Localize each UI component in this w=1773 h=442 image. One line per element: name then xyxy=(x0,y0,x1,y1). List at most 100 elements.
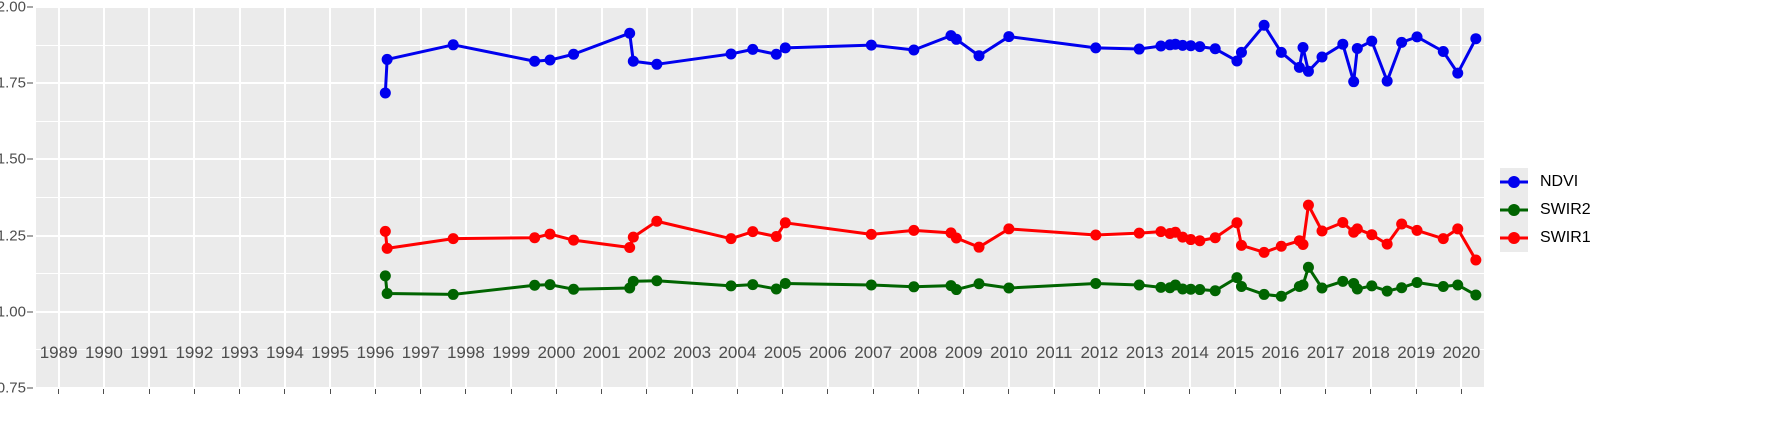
gridline-minor-vertical xyxy=(827,7,829,388)
data-point xyxy=(1411,277,1423,289)
y-tick-mark xyxy=(27,235,33,237)
data-point xyxy=(1133,43,1145,55)
data-point xyxy=(1316,51,1328,63)
y-axis: 0.75 1.00 1.25 1.50 1.75 2.00 xyxy=(0,0,36,442)
gridline-minor-vertical xyxy=(601,7,603,388)
gridline-minor-vertical xyxy=(646,7,648,388)
legend-label: SWIR1 xyxy=(1540,229,1591,246)
legend-item-ndvi[interactable]: NDVI xyxy=(1500,168,1578,196)
y-tick-mark xyxy=(27,6,33,8)
gridline-minor-vertical xyxy=(963,7,965,388)
legend: NDVI SWIR2 SWIR1 xyxy=(1500,168,1591,252)
data-point xyxy=(529,232,541,244)
data-point xyxy=(1133,279,1145,291)
gridline-minor-vertical xyxy=(1415,7,1417,388)
x-tick-mark xyxy=(827,389,829,394)
data-point xyxy=(950,33,962,45)
data-point xyxy=(1090,42,1102,54)
gridline-minor-vertical xyxy=(284,7,286,388)
legend-key-dot xyxy=(1508,176,1520,188)
data-point xyxy=(747,226,759,238)
data-point xyxy=(1396,282,1408,294)
data-point xyxy=(1316,282,1328,294)
gridline-minor-horizontal xyxy=(36,44,1484,46)
data-point xyxy=(1209,285,1221,297)
data-point xyxy=(1194,235,1206,247)
data-point xyxy=(1231,217,1243,229)
y-tick-label: 1.00 xyxy=(0,303,26,321)
gridline-major-horizontal xyxy=(36,310,1484,313)
data-point xyxy=(1337,275,1349,287)
data-point xyxy=(1231,272,1243,284)
data-point xyxy=(770,231,782,243)
y-tick-label: 1.25 xyxy=(0,227,26,245)
x-tick-mark xyxy=(1460,389,1462,394)
x-tick-mark xyxy=(193,389,195,394)
data-point xyxy=(1437,233,1449,245)
gridline-minor-vertical xyxy=(1144,7,1146,388)
data-point xyxy=(544,54,556,66)
legend-key-icon xyxy=(1500,224,1528,252)
plot-panel xyxy=(36,6,1484,389)
data-point xyxy=(1437,46,1449,57)
y-tick-mark xyxy=(27,387,33,389)
series-swir1 xyxy=(379,199,1482,266)
x-tick-mark xyxy=(1415,389,1417,394)
data-point xyxy=(1396,218,1408,230)
data-point xyxy=(544,228,556,240)
data-point xyxy=(1297,238,1309,250)
y-tick-label: 1.75 xyxy=(0,74,26,92)
data-point xyxy=(529,279,541,291)
x-tick-mark xyxy=(1144,389,1146,394)
data-point xyxy=(1003,31,1015,43)
gridline-minor-horizontal xyxy=(36,273,1484,275)
data-point xyxy=(779,217,791,229)
gridline-major-horizontal xyxy=(36,6,1484,8)
data-point xyxy=(1351,283,1363,295)
data-point xyxy=(1396,36,1408,48)
data-point xyxy=(1316,225,1328,237)
data-point xyxy=(379,225,391,237)
data-point xyxy=(1366,229,1378,241)
data-point xyxy=(447,288,459,300)
data-point xyxy=(447,233,459,245)
data-point xyxy=(1003,282,1015,294)
gridline-minor-horizontal xyxy=(36,120,1484,122)
data-point xyxy=(1275,46,1287,58)
data-point xyxy=(908,44,920,56)
legend-item-swir2[interactable]: SWIR2 xyxy=(1500,196,1591,224)
series-layer xyxy=(379,19,1482,302)
gridline-minor-vertical xyxy=(193,7,195,388)
x-tick-mark xyxy=(1098,389,1100,394)
x-tick-mark xyxy=(58,389,60,394)
data-point xyxy=(1470,289,1482,301)
y-tick-mark xyxy=(27,82,33,84)
legend-key-icon xyxy=(1500,196,1528,224)
x-tick-mark xyxy=(917,389,919,394)
data-point xyxy=(568,234,580,246)
data-point xyxy=(1235,281,1247,292)
data-point xyxy=(1351,223,1363,235)
x-tick-mark xyxy=(103,389,105,394)
data-point xyxy=(381,242,393,254)
gridline-minor-horizontal xyxy=(36,197,1484,198)
x-tick-mark xyxy=(329,389,331,394)
gridline-minor-vertical xyxy=(1460,7,1462,388)
x-tick-mark xyxy=(374,389,376,394)
gridline-minor-vertical xyxy=(58,7,60,388)
data-point xyxy=(627,231,639,243)
data-point xyxy=(1297,279,1309,291)
data-point xyxy=(1185,234,1197,246)
legend-item-swir1[interactable]: SWIR1 xyxy=(1500,224,1591,252)
data-point xyxy=(1293,61,1305,73)
gridline-minor-horizontal xyxy=(36,349,1484,351)
y-tick-label: 2.00 xyxy=(0,0,26,16)
data-point xyxy=(381,288,393,300)
data-point xyxy=(973,278,985,290)
data-point xyxy=(908,281,920,293)
gridline-minor-vertical xyxy=(148,7,150,388)
data-point xyxy=(1297,42,1309,54)
y-tick-mark xyxy=(27,158,33,160)
gridline-major-horizontal xyxy=(36,387,1484,389)
